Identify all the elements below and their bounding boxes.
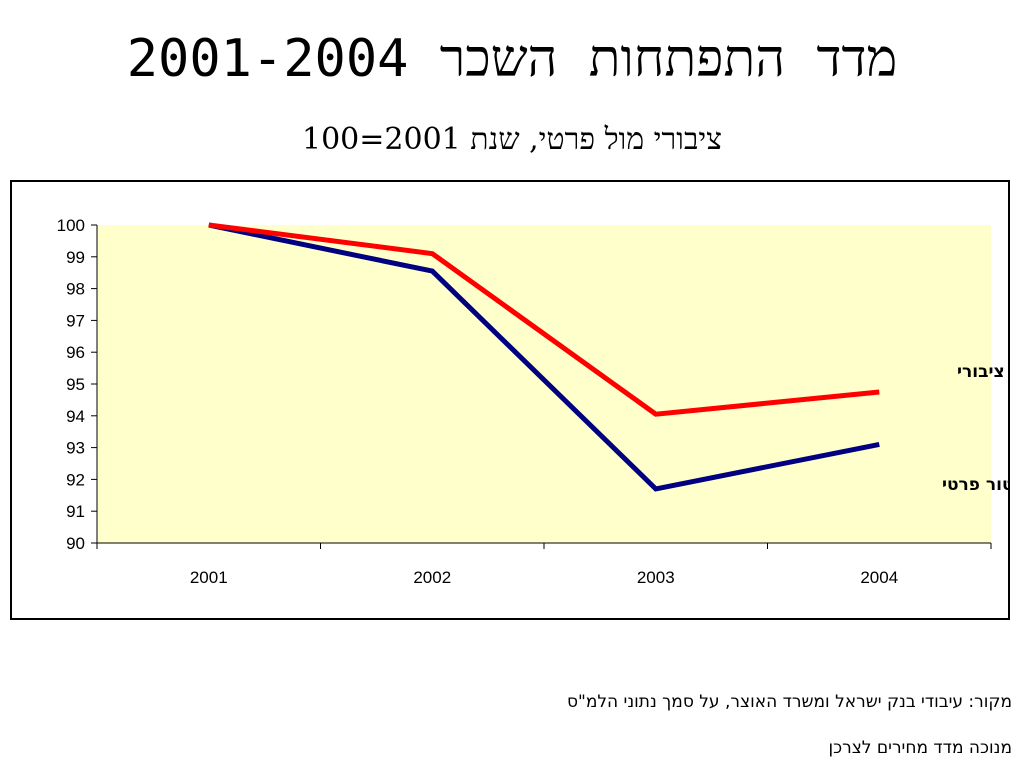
x-tick-label: 2003 — [637, 568, 675, 587]
y-tick-label: 92 — [66, 470, 85, 489]
y-tick-label: 93 — [66, 439, 85, 458]
slide-subtitle: ציבורי מול פרטי, שנת 2001=100 — [302, 122, 722, 157]
y-tick-label: 90 — [66, 534, 85, 553]
y-tick-label: 99 — [66, 248, 85, 267]
y-tick-label: 95 — [66, 375, 85, 394]
chart-frame: 90 91 92 93 94 95 96 97 98 99 100 2001 2002 2003 2004 ס… — [10, 180, 1010, 620]
series-line-private — [208, 222, 880, 492]
y-tick-label: 100 — [57, 216, 85, 235]
series-label-public: סקטור ציבורי — [957, 362, 1008, 382]
series-line-public — [208, 222, 880, 417]
y-tick-label: 91 — [66, 502, 85, 521]
y-tick-label: 96 — [66, 343, 85, 362]
series-label-private: סקטור פרטי — [942, 475, 1008, 495]
slide-title: מדד התפתחות השכר 2001-2004 — [126, 29, 898, 89]
x-tick-label: 2002 — [413, 568, 451, 587]
source-note: מקור: עיבודי בנק ישראל ומשרד האוצר, על ס… — [566, 692, 1012, 712]
y-tick-label: 98 — [66, 280, 85, 299]
y-tick-label: 94 — [66, 407, 85, 426]
wage-index-line-chart: 90 91 92 93 94 95 96 97 98 99 100 2001 2002 2003 2004 ס… — [57, 216, 1008, 587]
plot-area — [97, 225, 991, 543]
deflator-note: מנוכה מדד מחירים לצרכן — [828, 738, 1013, 758]
x-tick-label: 2001 — [190, 568, 228, 587]
y-tick-label: 97 — [66, 311, 85, 330]
x-tick-label: 2004 — [860, 568, 898, 587]
